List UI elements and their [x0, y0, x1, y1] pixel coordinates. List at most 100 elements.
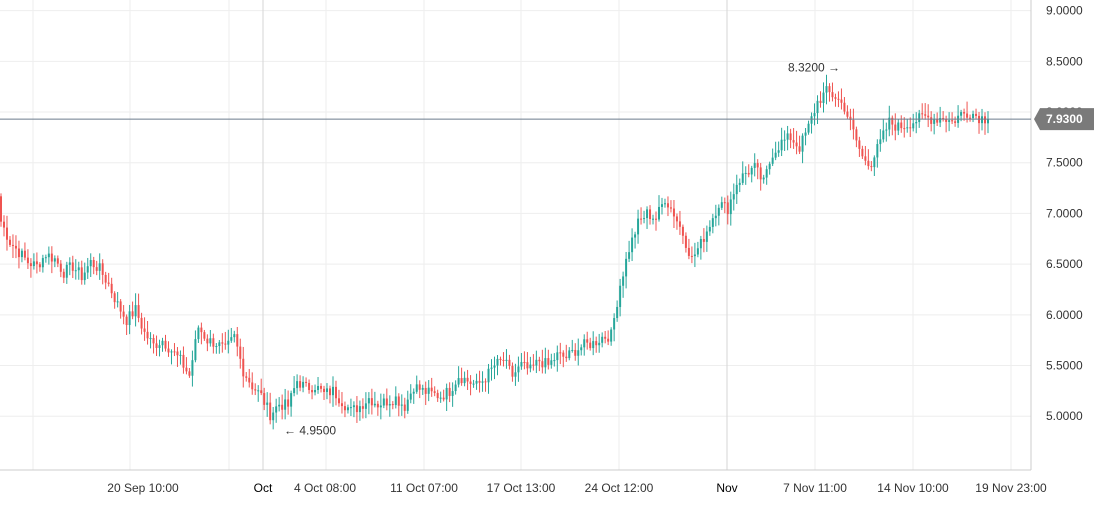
candle-body — [960, 112, 963, 116]
candle-body — [424, 387, 427, 394]
candle-body — [505, 359, 508, 361]
candle-body — [8, 239, 11, 245]
candle-body — [382, 398, 385, 406]
candle-body — [329, 388, 331, 396]
candle-body — [469, 381, 472, 384]
candle-body — [331, 386, 334, 396]
candle-body — [364, 403, 367, 409]
candle-body — [107, 282, 110, 284]
candle-body — [251, 382, 254, 390]
candle-body — [65, 264, 68, 278]
candle-body — [161, 340, 164, 346]
candle-body — [762, 177, 765, 180]
candle-body — [373, 403, 376, 406]
candle-body — [35, 261, 38, 265]
candle-body — [945, 119, 948, 122]
candle-body — [493, 365, 496, 368]
candle-body — [643, 218, 646, 220]
x-tick-label: Nov — [716, 481, 737, 495]
candle-body — [305, 381, 308, 384]
candle-body — [131, 311, 134, 317]
candle-body — [269, 402, 272, 421]
candle-body — [966, 113, 969, 118]
candle-body — [810, 116, 813, 124]
candle-body — [939, 117, 942, 123]
candles-layer — [0, 74, 989, 430]
candle-body — [38, 264, 41, 268]
candle-body — [460, 378, 463, 384]
candle-body — [317, 385, 320, 391]
candle-body — [849, 116, 852, 120]
candle-body — [400, 404, 403, 406]
candle-body — [702, 238, 705, 242]
candle-body — [454, 384, 457, 392]
candle-body — [867, 160, 870, 167]
candle-body — [837, 98, 840, 100]
candle-body — [412, 391, 415, 394]
candle-body — [397, 396, 400, 406]
candle-body — [257, 390, 260, 392]
candle-body — [50, 253, 53, 262]
candle-body — [798, 146, 801, 152]
candle-body — [167, 348, 170, 353]
candle-body — [487, 368, 490, 383]
candle-body — [122, 311, 125, 317]
candle-body — [678, 221, 681, 227]
candle-body — [451, 391, 454, 396]
candle-body — [146, 331, 149, 339]
candle-body — [191, 360, 194, 376]
candle-body — [481, 381, 484, 383]
candle-body — [445, 387, 448, 400]
last-price-label: 7.9300 — [1046, 112, 1083, 126]
candle-body — [843, 102, 846, 112]
candle-body — [284, 399, 287, 410]
candle-body — [311, 390, 314, 393]
candle-body — [254, 389, 257, 391]
candle-body — [777, 150, 780, 153]
candle-body — [666, 203, 669, 208]
candle-body — [302, 381, 305, 388]
max-price-annotation: 8.3200 → — [788, 61, 840, 75]
candle-body — [17, 248, 20, 258]
candle-body — [840, 99, 843, 103]
candle-body — [580, 347, 583, 351]
candle-body — [391, 404, 394, 406]
candle-body — [783, 139, 786, 141]
candle-body — [675, 216, 678, 222]
y-tick-label: 8.5000 — [1046, 54, 1083, 68]
candle-body — [807, 123, 810, 133]
candle-body — [287, 399, 290, 407]
annotations-layer: 8.3200 → ← 4.9500 — [284, 61, 840, 438]
candle-body — [47, 253, 50, 258]
candle-body — [448, 387, 451, 396]
candle-body — [571, 349, 574, 351]
candle-body — [346, 407, 349, 411]
candle-body — [140, 317, 143, 329]
candle-body — [744, 172, 747, 174]
candle-body — [625, 258, 628, 277]
candle-body — [149, 338, 152, 340]
candle-body — [822, 92, 825, 103]
candle-body — [690, 255, 693, 257]
candle-body — [723, 202, 726, 204]
candle-body — [852, 119, 855, 130]
candle-body — [182, 354, 185, 368]
candle-body — [517, 366, 520, 373]
candle-body — [792, 140, 795, 143]
candle-body — [861, 148, 864, 157]
candle-body — [870, 166, 873, 168]
candle-body — [475, 380, 478, 384]
candle-body — [855, 129, 858, 141]
candle-body — [921, 113, 924, 115]
candle-body — [418, 384, 421, 390]
candle-body — [230, 337, 233, 341]
candle-body — [209, 338, 212, 344]
candle-body — [738, 182, 741, 185]
candle-body — [340, 403, 343, 407]
candle-body — [323, 388, 326, 392]
y-tick-label: 7.0000 — [1046, 206, 1083, 220]
candle-body — [640, 218, 643, 220]
candle-body — [646, 209, 649, 219]
candle-body — [355, 405, 358, 413]
candle-body — [631, 237, 634, 253]
